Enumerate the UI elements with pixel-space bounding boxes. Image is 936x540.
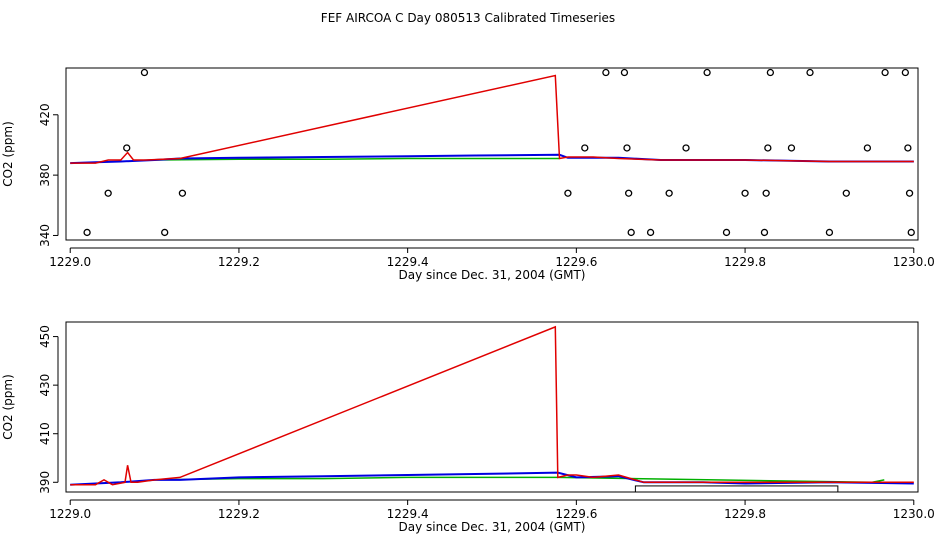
data-point <box>787 144 796 152</box>
data-point <box>140 68 149 77</box>
x-tick-label: 1229.2 <box>218 255 260 269</box>
data-point <box>762 189 770 197</box>
x-tick-label: 1229.4 <box>387 255 429 269</box>
x-tick-label: 1229.0 <box>49 507 91 521</box>
data-point <box>741 189 749 197</box>
data-point <box>682 144 690 152</box>
data-point <box>722 228 731 237</box>
data-point <box>602 68 610 77</box>
data-point <box>104 189 112 197</box>
data-point <box>825 228 834 237</box>
y-tick-label: 380 <box>38 164 52 187</box>
data-point <box>83 228 91 237</box>
panel-bottom: 1229.0 1229.2 1229.4 1229.6 1229.8 1230.0 Day … <box>1 321 935 534</box>
x-tick-label: 1230.0 <box>893 255 935 269</box>
figure-title: FEF AIRCOA C Day 080513 Calibrated Times… <box>321 11 615 25</box>
data-point <box>842 189 850 197</box>
data-point <box>764 144 772 152</box>
x-tick-label: 1229.2 <box>218 507 260 521</box>
data-point <box>625 189 633 197</box>
x-tick-label: 1229.8 <box>724 507 766 521</box>
series-line-red <box>70 74 914 164</box>
y-axis-label: CO2 (ppm) <box>1 121 15 187</box>
plot-frame <box>65 321 919 493</box>
data-point <box>881 68 889 77</box>
y-tick-label: 410 <box>38 422 52 445</box>
x-tick-label: 1229.8 <box>724 255 766 269</box>
data-point <box>178 189 187 197</box>
data-point <box>161 228 169 237</box>
data-point <box>581 144 589 152</box>
data-point <box>766 68 775 77</box>
panel-top: 1229.0 1229.2 1229.4 1229.6 1229.8 1230.0 Day … <box>1 67 935 282</box>
data-point <box>806 68 814 77</box>
data-point <box>901 68 909 77</box>
data-point <box>905 189 914 197</box>
y-axis-label: CO2 (ppm) <box>1 374 15 440</box>
data-point <box>123 144 131 152</box>
y-tick-label: 450 <box>38 325 52 348</box>
plot-frame <box>65 67 919 241</box>
x-tick-label: 1229.6 <box>555 507 597 521</box>
y-tick-label: 340 <box>38 224 52 247</box>
data-point <box>620 68 629 77</box>
x-tick-label: 1229.6 <box>555 255 597 269</box>
data-point <box>907 228 915 237</box>
data-point <box>703 68 711 77</box>
data-point <box>665 189 673 197</box>
x-tick-label: 1229.4 <box>387 507 429 521</box>
x-tick-label: 1230.0 <box>893 507 935 521</box>
data-point <box>646 228 655 237</box>
data-point <box>627 228 635 237</box>
x-axis-label: Day since Dec. 31, 2004 (GMT) <box>399 520 586 534</box>
data-point <box>904 144 912 152</box>
x-tick-label: 1229.0 <box>49 255 91 269</box>
y-tick-label: 430 <box>38 374 52 397</box>
data-point <box>623 144 631 152</box>
y-tick-label: 420 <box>38 103 52 126</box>
data-point <box>564 189 572 197</box>
flag-box <box>634 485 839 493</box>
x-axis-label: Day since Dec. 31, 2004 (GMT) <box>399 268 586 282</box>
y-tick-label: 390 <box>38 471 52 494</box>
series-line-red <box>70 325 914 486</box>
data-point <box>863 144 872 152</box>
data-point <box>760 228 769 237</box>
series-line-green <box>154 157 560 161</box>
